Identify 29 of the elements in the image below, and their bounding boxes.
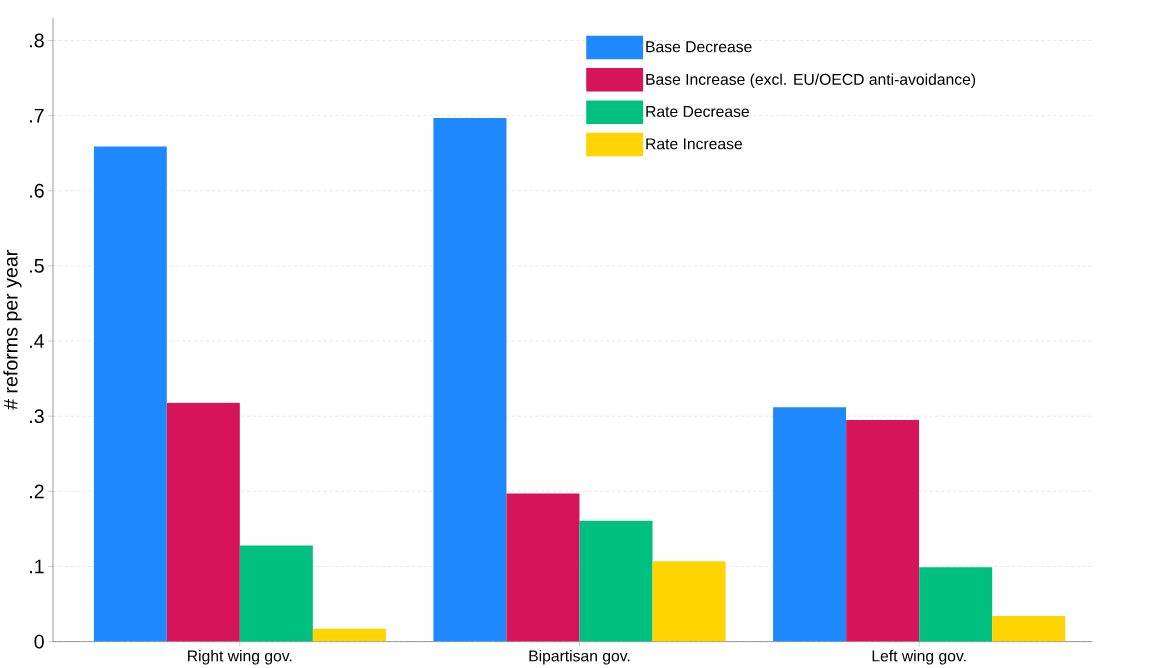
y-tick-label: .6 xyxy=(30,183,44,198)
y-axis-title: # reforms per year xyxy=(3,250,22,410)
bar xyxy=(239,545,313,642)
bar xyxy=(652,561,726,642)
y-tick-label: .8 xyxy=(30,33,44,48)
y-tick-label: .3 xyxy=(30,409,44,424)
y-tick-label: .1 xyxy=(30,559,44,574)
legend-label: Rate Increase xyxy=(646,138,743,150)
bar xyxy=(312,628,386,642)
bar xyxy=(433,117,507,642)
bar xyxy=(166,402,240,642)
bar xyxy=(579,520,653,642)
bar xyxy=(773,407,847,642)
legend-label: Base Decrease xyxy=(646,41,752,53)
y-tick-label: .7 xyxy=(30,108,44,123)
y-tick-label: .5 xyxy=(30,259,44,273)
bar xyxy=(506,493,580,642)
bar xyxy=(992,616,1066,642)
bar xyxy=(93,146,167,642)
x-tick-label: Left wing gov. xyxy=(872,650,966,665)
y-tick-label: .2 xyxy=(30,484,44,499)
x-tick-label: Right wing gov. xyxy=(188,650,292,665)
y-tick-label: .4 xyxy=(30,334,45,348)
legend-label: Base Increase (excl. EU/OECD anti-avoidance) xyxy=(646,73,976,89)
y-tick-label: 0 xyxy=(34,634,44,649)
x-tick-label: Bipartisan gov. xyxy=(529,650,630,665)
bar xyxy=(846,420,920,642)
legend-label: Rate Decrease xyxy=(646,106,749,118)
bar xyxy=(919,567,993,642)
